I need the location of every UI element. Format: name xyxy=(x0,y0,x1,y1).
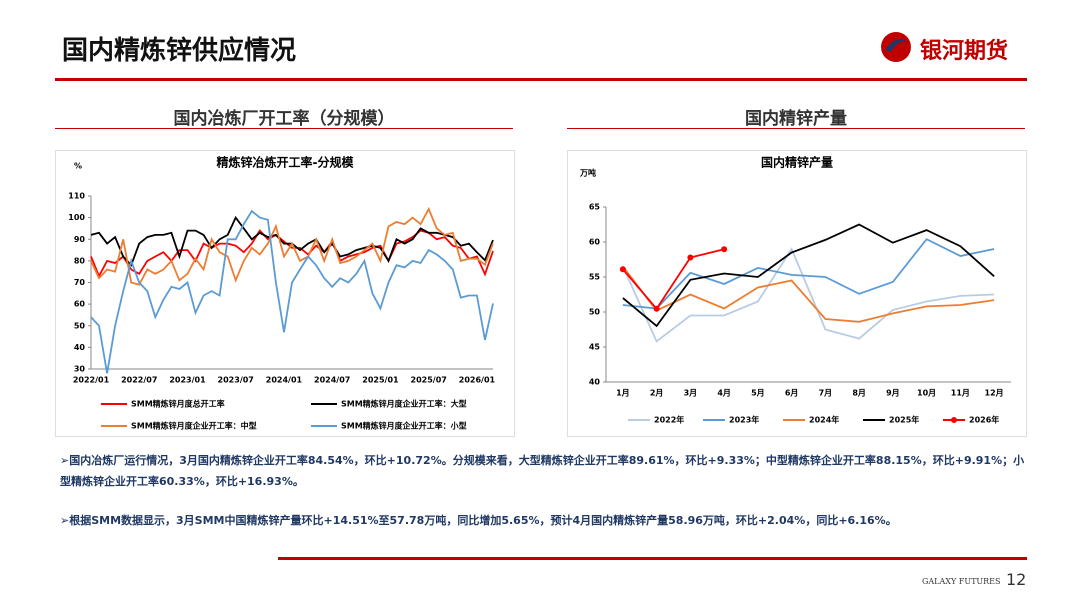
y-tick-label: 110 xyxy=(68,192,85,201)
slide-title: 国内精炼锌供应情况 xyxy=(62,36,297,66)
legend-label: SMM精炼锌月度总开工率 xyxy=(131,399,225,409)
x-tick-label: 7月 xyxy=(819,389,833,398)
legend-label: 2025年 xyxy=(889,415,919,425)
y-tick-label: 80 xyxy=(74,256,86,265)
line-series xyxy=(622,247,995,343)
x-tick-label: 2022/07 xyxy=(121,376,157,385)
x-tick-label: 3月 xyxy=(684,389,698,398)
y-tick-label: 50 xyxy=(74,321,86,330)
logo-text: 银河期货 xyxy=(920,39,1009,64)
legend-label: 2023年 xyxy=(729,415,759,425)
line-series xyxy=(622,223,995,328)
point xyxy=(687,254,694,261)
x-tick-label: 12月 xyxy=(985,389,1004,398)
page-number: 12 xyxy=(1006,570,1027,589)
x-tick-label: 11月 xyxy=(951,389,970,398)
line-series xyxy=(622,238,995,310)
section-title: 国内精锌产量 xyxy=(745,109,847,129)
chart-title: 国内精锌产量 xyxy=(761,155,833,170)
legend-marker xyxy=(951,417,957,423)
section-rule xyxy=(55,128,513,129)
y-tick-label: 60 xyxy=(74,300,86,309)
legend-label: SMM精炼锌月度企业开工率：大型 xyxy=(341,399,467,409)
y-tick-label: 60 xyxy=(589,238,601,247)
x-tick-label: 2024/01 xyxy=(266,376,303,385)
line-series xyxy=(622,248,725,311)
y-tick-label: 40 xyxy=(589,378,601,387)
x-tick-label: 6月 xyxy=(785,389,799,398)
x-tick-label: 4月 xyxy=(717,389,731,398)
legend-label: 2026年 xyxy=(969,415,999,425)
legend-label: SMM精炼锌月度企业开工率：中型 xyxy=(131,421,257,431)
paragraph-text: 国内冶炼厂运行情况，3月国内精炼锌企业开工率84.54%，环比+10.72%。分… xyxy=(60,454,1025,488)
y-tick-label: 70 xyxy=(74,278,86,287)
header-rule xyxy=(55,78,1027,81)
paragraph: 根据SMM数据显示，3月SMM中国精炼锌产量环比+14.51%至57.78万吨，… xyxy=(60,510,1030,531)
x-tick-label: 1月 xyxy=(616,389,630,398)
y-axis-label: 万吨 xyxy=(579,168,596,178)
x-tick-label: 2025/07 xyxy=(411,376,447,385)
y-tick-label: 100 xyxy=(68,213,85,222)
chart: 精炼锌冶炼开工率-分规模% 30 40 50 60 70 80 90 100 110 2022/01… xyxy=(55,150,515,437)
point xyxy=(619,266,626,273)
legend-label: 2024年 xyxy=(809,415,839,425)
y-tick-label: 90 xyxy=(74,235,86,244)
section-title: 国内冶炼厂开工率（分规模） xyxy=(173,109,395,129)
y-tick-label: 45 xyxy=(589,343,601,352)
line-series xyxy=(90,229,494,279)
y-tick-label: 55 xyxy=(589,273,601,282)
paragraph-text: 根据SMM数据显示，3月SMM中国精炼锌产量环比+14.51%至57.78万吨，… xyxy=(69,514,897,527)
x-tick-label: 2024/07 xyxy=(314,376,350,385)
x-tick-label: 8月 xyxy=(852,389,866,398)
x-tick-label: 2022/01 xyxy=(73,376,110,385)
legend-label: SMM精炼锌月度企业开工率：小型 xyxy=(341,421,467,431)
y-tick-label: 50 xyxy=(589,308,601,317)
legend-label: 2022年 xyxy=(654,415,684,425)
x-tick-label: 5月 xyxy=(751,389,765,398)
x-tick-label: 2023/07 xyxy=(218,376,254,385)
x-tick-label: 10月 xyxy=(917,389,936,398)
chart-title: 精炼锌冶炼开工率-分规模 xyxy=(217,155,355,170)
line-series xyxy=(90,209,494,374)
line-series xyxy=(622,265,995,323)
y-tick-label: 40 xyxy=(74,343,86,352)
footer-rule xyxy=(278,557,1027,560)
section-rule xyxy=(567,128,1025,129)
y-tick-label: 30 xyxy=(74,365,86,374)
y-tick-label: 65 xyxy=(589,203,601,212)
logo-icon xyxy=(881,32,911,62)
paragraph: 国内冶炼厂运行情况，3月国内精炼锌企业开工率84.54%，环比+10.72%。分… xyxy=(60,450,1030,492)
x-tick-label: 2025/01 xyxy=(362,376,399,385)
line-series xyxy=(90,206,494,286)
x-tick-label: 9月 xyxy=(886,389,900,398)
point xyxy=(721,246,728,253)
x-tick-label: 2023/01 xyxy=(169,376,206,385)
footer-brand: GALAXY FUTURES xyxy=(922,577,1001,586)
point xyxy=(653,305,660,312)
x-tick-label: 2月 xyxy=(650,389,664,398)
x-tick-label: 2026/01 xyxy=(459,376,496,385)
y-axis-label: % xyxy=(74,162,82,171)
